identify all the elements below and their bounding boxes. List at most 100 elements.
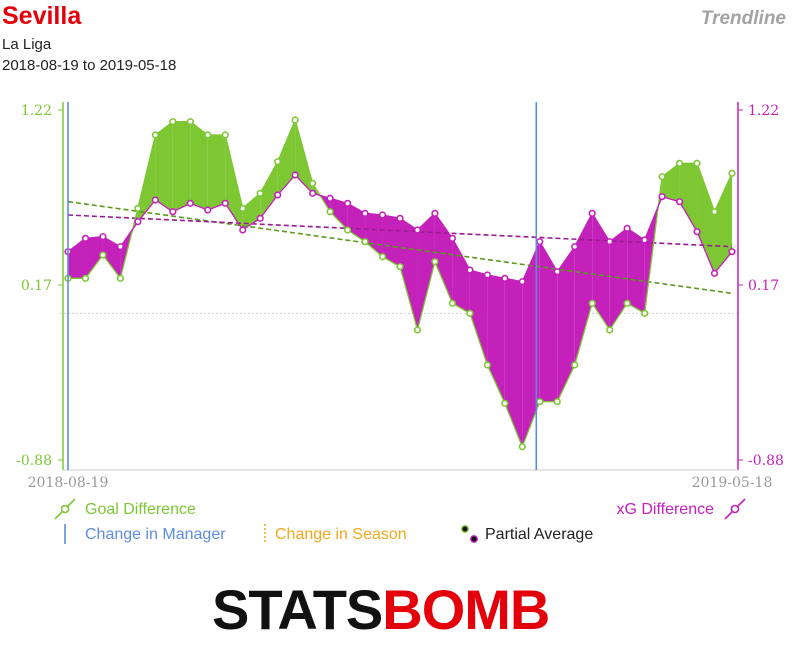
data-point (448, 299, 457, 307)
data-point (309, 189, 317, 197)
difference-area-segment (504, 278, 523, 447)
data-point (448, 234, 457, 242)
statsbomb-logo: STATSBOMB (212, 582, 550, 638)
data-point (343, 199, 352, 207)
data-point (239, 204, 247, 212)
data-point (623, 224, 631, 232)
data-point (81, 234, 90, 242)
data-point (186, 199, 194, 207)
data-point (378, 253, 387, 261)
x-end-label: 2019-05-18 (692, 475, 773, 491)
data-point (501, 274, 509, 282)
date-range: 2018-08-19 to 2019-05-18 (2, 57, 177, 74)
legend-icons (54, 498, 746, 544)
data-point (710, 208, 719, 216)
right-tick-label: 1.22 (748, 103, 779, 119)
difference-area-segment (85, 236, 103, 279)
logo-bomb-text: BOMB (382, 578, 550, 641)
data-point (641, 309, 649, 317)
data-point (675, 159, 684, 167)
data-point (396, 214, 404, 222)
data-point (326, 194, 334, 202)
difference-area-segment (102, 236, 121, 279)
difference-area-segment (539, 241, 558, 402)
data-point (291, 116, 299, 124)
series-markers (64, 116, 736, 451)
logo-stats-text: STATS (212, 578, 383, 641)
data-point (239, 226, 247, 234)
data-point (116, 274, 125, 282)
xg-difference-marker-icon (730, 504, 740, 514)
data-point (641, 236, 649, 244)
league-name: La Liga (2, 36, 52, 53)
legend-partial-average[interactable]: Partial Average (485, 526, 594, 543)
legend-goal-difference[interactable]: Goal Difference (85, 501, 196, 518)
data-point (361, 238, 369, 246)
difference-area-segment (400, 218, 418, 330)
data-point (221, 131, 229, 139)
legend-change-in-season[interactable]: Change in Season (275, 526, 407, 543)
difference-area-segment (592, 213, 610, 330)
difference-area-segment (574, 213, 593, 365)
trendline (67, 214, 733, 248)
data-point (378, 211, 387, 219)
data-point (169, 208, 177, 216)
partial-average-xg-icon (470, 535, 478, 543)
data-point (501, 399, 509, 407)
data-point (221, 199, 229, 207)
data-point (466, 266, 474, 274)
data-point (326, 208, 334, 216)
difference-area-segment (557, 246, 575, 402)
trendlines (67, 200, 733, 295)
data-point (256, 214, 264, 222)
trendline-mode-label[interactable]: Trendline (700, 8, 786, 29)
data-point (413, 226, 422, 234)
data-point (553, 398, 561, 406)
data-point (483, 271, 491, 279)
left-tick-label: 1.22 (21, 103, 52, 119)
data-point (291, 171, 299, 179)
difference-area-segment (609, 228, 628, 330)
difference-area-segment (697, 163, 715, 274)
left-tick-label: -0.88 (16, 453, 52, 469)
data-point (431, 209, 439, 217)
data-point (204, 131, 212, 139)
data-point (693, 228, 701, 236)
data-point (274, 158, 282, 166)
difference-area-segment (522, 241, 540, 447)
data-point (81, 274, 90, 282)
difference-area-segment (225, 135, 243, 230)
data-point (309, 179, 317, 187)
difference-area-segment (627, 228, 645, 314)
team-title: Sevilla (2, 2, 82, 30)
data-point (675, 198, 684, 206)
legend-change-in-manager[interactable]: Change in Manager (85, 526, 226, 543)
data-point (693, 159, 701, 167)
difference-area-segment (207, 135, 226, 210)
difference-area-segment (679, 163, 698, 232)
difference-area-segment (190, 121, 208, 210)
difference-areas (68, 120, 732, 447)
data-point (396, 263, 404, 271)
left-tick-label: 0.17 (21, 278, 52, 294)
data-point (343, 226, 352, 234)
difference-area-segment (469, 270, 488, 365)
difference-area-segment (347, 203, 366, 242)
data-point (431, 258, 439, 266)
data-point (728, 169, 736, 177)
data-point (169, 118, 177, 126)
data-point (204, 206, 212, 214)
difference-area-segment (452, 238, 470, 314)
difference-area-segment (155, 121, 173, 212)
data-point (536, 238, 544, 246)
difference-area-segment (365, 213, 383, 257)
difference-area-segment (714, 173, 732, 274)
difference-area-segment (662, 163, 680, 202)
right-tick-label: 0.17 (748, 278, 779, 294)
difference-area-segment (330, 198, 348, 230)
data-point (658, 173, 666, 181)
data-point (710, 269, 719, 277)
data-point (518, 278, 526, 286)
data-point (116, 243, 125, 251)
legend-xg-difference[interactable]: xG Difference (616, 501, 714, 518)
